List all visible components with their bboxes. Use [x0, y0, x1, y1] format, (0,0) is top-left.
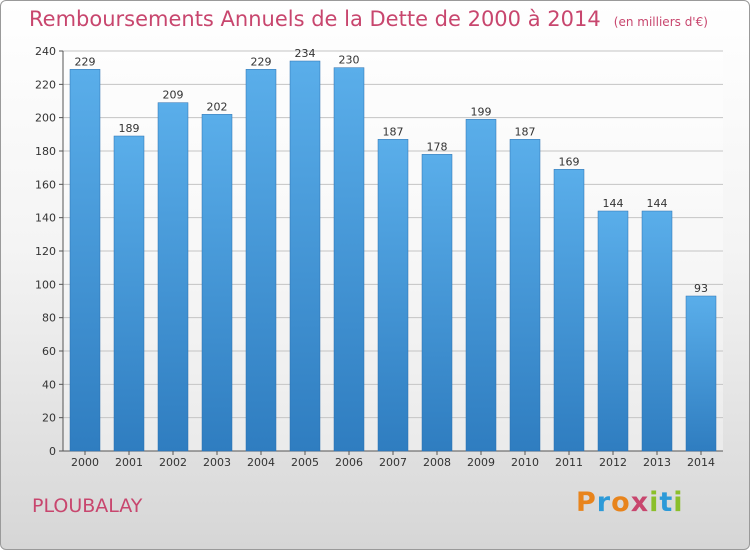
y-tick-label: 20 [42, 412, 56, 425]
bar [421, 154, 453, 452]
bar [333, 67, 365, 452]
bar [245, 69, 277, 452]
bar-value-label: 229 [251, 55, 272, 68]
x-tick-label: 2008 [423, 456, 451, 469]
bar-value-label: 234 [295, 47, 316, 60]
bar [465, 119, 497, 452]
bar-value-label: 229 [75, 55, 96, 68]
logo-letter: i [649, 487, 660, 518]
x-tick-label: 2002 [159, 456, 187, 469]
x-tick-label: 2001 [115, 456, 143, 469]
bar-value-label: 144 [603, 197, 624, 210]
y-tick-label: 40 [42, 378, 56, 391]
x-tick-label: 2011 [555, 456, 583, 469]
proxiti-logo: Proxiti [576, 487, 684, 518]
bar-value-label: 169 [559, 155, 580, 168]
bar [509, 139, 541, 452]
x-tick-label: 2013 [643, 456, 671, 469]
bar-value-label: 189 [119, 122, 140, 135]
x-tick-label: 2010 [511, 456, 539, 469]
bar-value-label: 178 [427, 140, 448, 153]
chart-title: Remboursements Annuels de la Dette de 20… [29, 7, 708, 31]
y-tick-label: 200 [35, 112, 56, 125]
bar [553, 169, 585, 452]
x-tick-label: 2000 [71, 456, 99, 469]
x-tick-label: 2006 [335, 456, 363, 469]
bar [157, 102, 189, 452]
bar [113, 135, 145, 452]
y-tick-label: 80 [42, 312, 56, 325]
y-tick-label: 100 [35, 278, 56, 291]
y-tick-label: 240 [35, 45, 56, 58]
y-tick-label: 180 [35, 145, 56, 158]
x-tick-label: 2003 [203, 456, 231, 469]
bar-value-label: 199 [471, 105, 492, 118]
commune-name: PLOUBALAY [32, 495, 143, 517]
bar-value-label: 187 [515, 125, 536, 138]
bar [685, 295, 717, 452]
chart-unit: (en milliers d'€) [613, 15, 708, 29]
chart-title-text: Remboursements Annuels de la Dette de 20… [29, 7, 601, 31]
bar-value-label: 144 [647, 197, 668, 210]
x-tick-label: 2012 [599, 456, 627, 469]
x-tick-label: 2009 [467, 456, 495, 469]
bar [289, 60, 321, 452]
logo-letter: o [611, 487, 631, 518]
x-tick-label: 2007 [379, 456, 407, 469]
logo-letter: r [596, 487, 612, 518]
bar-value-label: 209 [163, 89, 184, 102]
y-tick-label: 0 [49, 445, 56, 458]
logo-letter: P [576, 487, 597, 518]
bar [377, 139, 409, 452]
logo-letter: x [630, 487, 650, 518]
bar-value-label: 93 [694, 282, 708, 295]
x-tick-label: 2004 [247, 456, 275, 469]
x-tick-label: 2014 [687, 456, 715, 469]
bar [641, 210, 673, 452]
bar-value-label: 187 [383, 125, 404, 138]
y-tick-label: 60 [42, 345, 56, 358]
y-tick-label: 140 [35, 212, 56, 225]
bar [69, 69, 101, 452]
bar-value-label: 230 [339, 54, 360, 67]
bar [597, 210, 629, 452]
y-tick-label: 220 [35, 78, 56, 91]
logo-letter: i [673, 487, 684, 518]
bar-value-label: 202 [207, 100, 228, 113]
x-tick-label: 2005 [291, 456, 319, 469]
y-tick-label: 120 [35, 245, 56, 258]
logo-letter: t [659, 487, 674, 518]
bar [201, 114, 233, 452]
y-tick-label: 160 [35, 178, 56, 191]
